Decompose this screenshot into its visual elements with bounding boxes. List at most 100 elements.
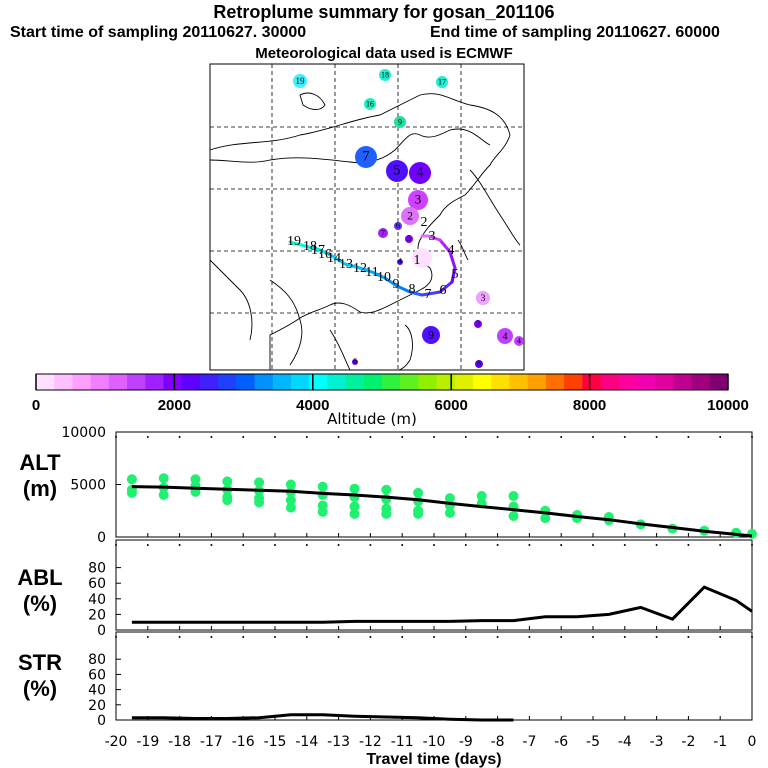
- x-tick-dot: [274, 544, 276, 546]
- panel-yunit: (%): [23, 676, 57, 701]
- end-time-label: End time of sampling 20110627. 60000: [430, 24, 720, 41]
- trajectory-segment: [408, 290, 424, 297]
- chart-title: Retroplume summary for gosan_201106: [213, 2, 555, 22]
- x-tick-dot: [242, 544, 245, 546]
- x-tick-dot: [528, 636, 531, 638]
- x-tick-label: -6: [554, 734, 568, 750]
- x-tick-dot: [305, 636, 308, 638]
- colorbar-swatch: [473, 374, 492, 390]
- plume-circle: [394, 116, 406, 128]
- altitude-point: [381, 484, 392, 495]
- x-tick-dot: [178, 436, 181, 438]
- altitude-point: [747, 528, 757, 539]
- altitude-point: [158, 490, 169, 500]
- plume-circle: [364, 98, 376, 110]
- x-tick-label: -20: [105, 734, 128, 750]
- trajectory-day-label: 8: [409, 282, 416, 297]
- panel-frame: [115, 431, 753, 538]
- x-tick-label: -12: [359, 734, 382, 750]
- x-tick-dot: [337, 636, 340, 638]
- panel-ylabel: ABL: [17, 565, 62, 590]
- plume-day-label: 7: [362, 149, 369, 165]
- trajectory-segment: [438, 280, 454, 294]
- colorbar-tick-label: 6000: [435, 397, 468, 414]
- trajectory-day-label: 4: [448, 243, 455, 258]
- x-tick-dot: [464, 436, 467, 438]
- trajectory-segment: [343, 262, 362, 270]
- colorbar-swatch: [327, 374, 347, 390]
- y-tick-label: 0: [97, 530, 106, 546]
- x-tick-dot: [210, 544, 213, 546]
- plume-circle: [497, 328, 513, 344]
- trajectory-day-label: 17: [311, 243, 325, 258]
- colorbar-swatch: [145, 374, 164, 390]
- x-tick-label: 0: [748, 734, 757, 750]
- panel-yunit: (%): [23, 591, 57, 616]
- plume-circle: [355, 146, 377, 168]
- colorbar-swatch: [363, 374, 383, 390]
- x-tick-dot: [592, 636, 594, 638]
- plume-day-label: 6: [396, 221, 400, 230]
- colorbar-swatch: [54, 374, 73, 390]
- plume-circle: [394, 222, 402, 230]
- colorbar-swatch: [382, 374, 401, 390]
- x-tick-label: -19: [136, 734, 159, 750]
- trajectory-segment: [358, 266, 374, 274]
- plume-day-label: 4: [398, 256, 402, 265]
- colorbar-swatch: [72, 374, 92, 390]
- x-tick-dot: [178, 544, 181, 546]
- altitude-point: [444, 507, 455, 518]
- x-tick-label: -18: [168, 734, 191, 750]
- trajectory-day-label: 9: [393, 277, 400, 292]
- x-tick-dot: [655, 544, 658, 546]
- trajectory-day-label: 1: [414, 253, 421, 268]
- trajectory-day-label: 12: [353, 261, 367, 276]
- panel-frame: [115, 631, 753, 721]
- trajectory-segment: [370, 270, 387, 280]
- colorbar-tick-label: 8000: [573, 397, 606, 414]
- colorbar-swatch: [236, 374, 256, 390]
- x-tick-dot: [496, 544, 499, 546]
- plume-day-label: 17: [438, 78, 446, 87]
- x-tick-dot: [655, 436, 658, 438]
- x-tick-dot: [433, 544, 435, 546]
- colorbar-swatch: [709, 374, 729, 390]
- colorbar-tick-label: 2000: [158, 397, 191, 414]
- x-tick-dot: [369, 636, 372, 638]
- altitude-point: [540, 513, 551, 524]
- colorbar-swatch: [36, 374, 55, 390]
- altitude-point: [413, 508, 424, 519]
- colorbar-swatch: [90, 374, 110, 390]
- x-tick-label: -11: [391, 734, 414, 750]
- map-gridlines: [210, 64, 524, 370]
- colorbar-swatch: [254, 374, 274, 390]
- plume-circle: [422, 326, 440, 344]
- plume-circle: [476, 291, 490, 305]
- colorbar-tick-label: 0: [32, 397, 40, 414]
- colorbar-swatch: [272, 374, 292, 390]
- trajectory-day-label: 2: [421, 215, 428, 230]
- x-tick-dot: [719, 436, 722, 438]
- plume-day-label: 3: [415, 192, 422, 207]
- x-tick-dot: [242, 636, 245, 638]
- x-tick-label: -7: [522, 734, 536, 750]
- plume-circle: [436, 76, 448, 88]
- trajectory-day-label: 13: [339, 257, 353, 272]
- trajectory-segment: [330, 254, 347, 266]
- y-tick-label: 0: [97, 623, 106, 639]
- plume-day-label: 5: [407, 234, 411, 243]
- plume-day-label: 9: [428, 329, 434, 342]
- x-tick-dot: [146, 636, 149, 638]
- plume-circle: [408, 190, 428, 210]
- plume-circle: [378, 228, 388, 238]
- colorbar-swatch: [127, 374, 146, 390]
- y-tick-label: 60: [88, 667, 106, 683]
- altitude-point: [222, 495, 233, 506]
- colorbar-swatch: [600, 374, 620, 390]
- plume-day-label: 3: [476, 319, 480, 328]
- y-tick-label: 0: [97, 713, 106, 729]
- trajectory-day-label: 5: [452, 267, 459, 282]
- x-tick-dot: [210, 636, 213, 638]
- y-tick-label: 5000: [70, 478, 106, 494]
